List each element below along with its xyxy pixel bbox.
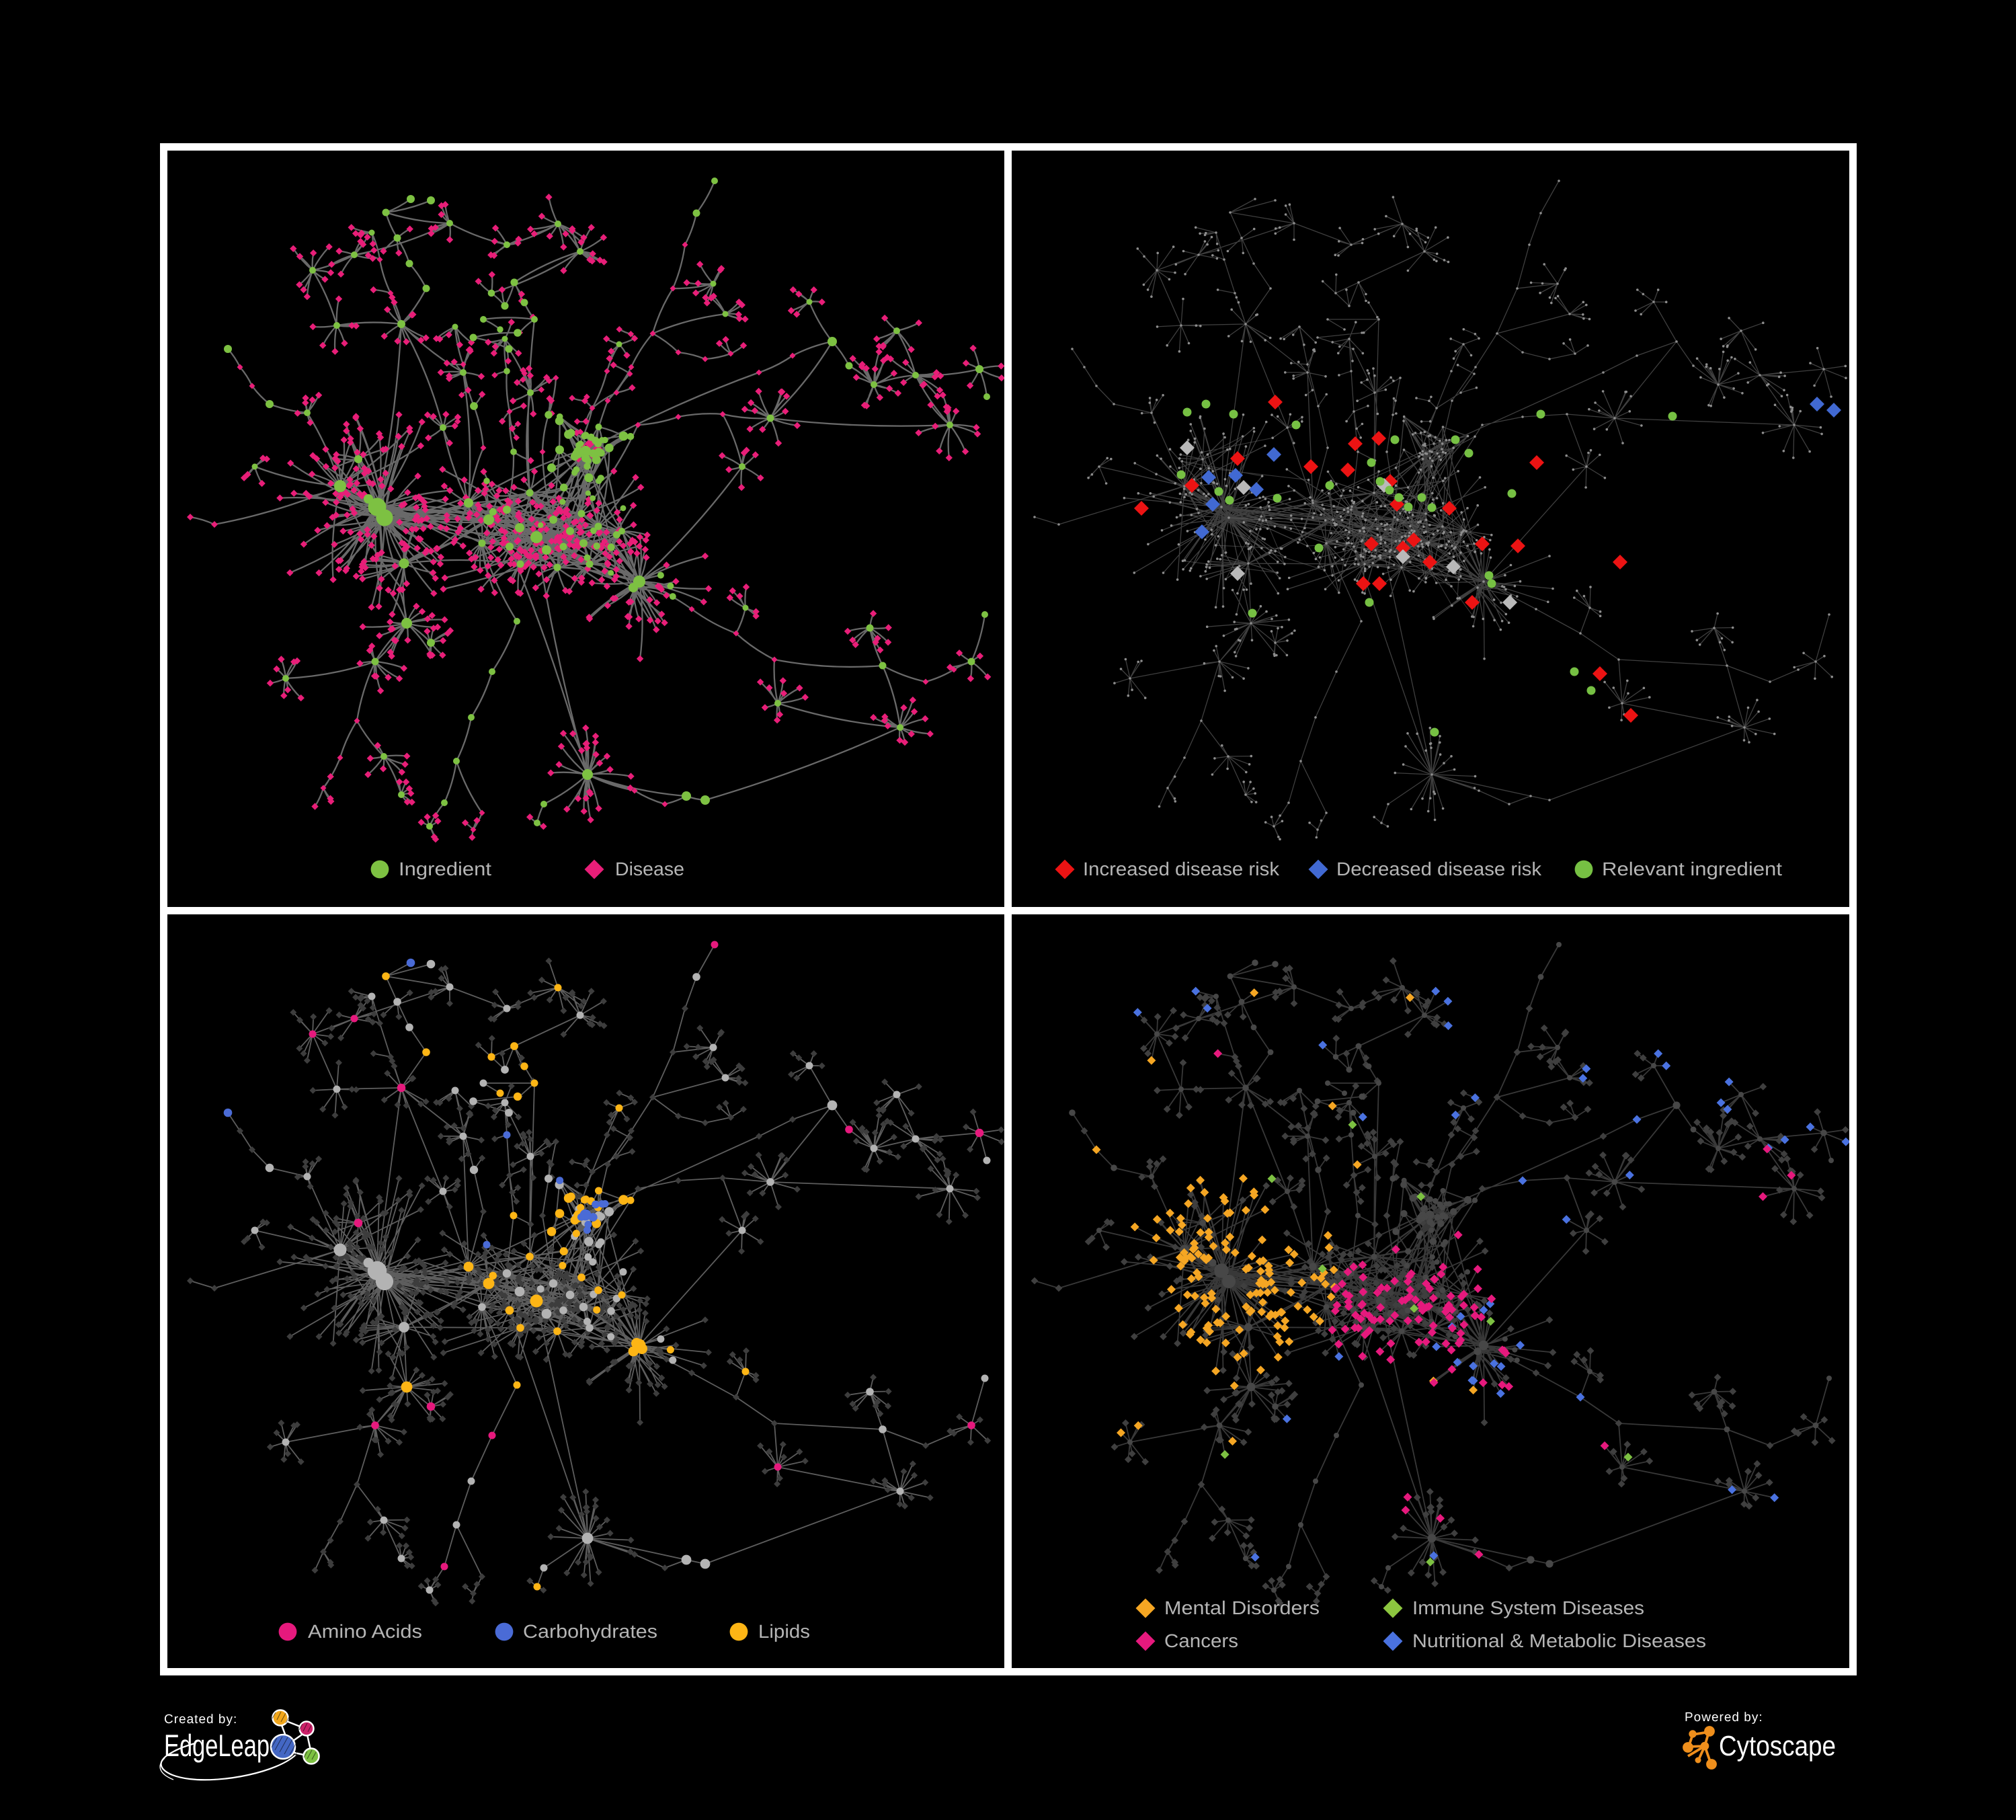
svg-text:Powered by:: Powered by: (1685, 1710, 1763, 1725)
svg-text:Carbohydrates: Carbohydrates (523, 1621, 657, 1642)
svg-text:Nutritional & Metabolic Diseas: Nutritional & Metabolic Diseases (1412, 1630, 1706, 1651)
svg-text:Decreased disease risk: Decreased disease risk (1336, 859, 1542, 879)
svg-text:Ingredient: Ingredient (399, 859, 491, 879)
svg-text:Amino Acids: Amino Acids (308, 1621, 422, 1642)
svg-text:Disease: Disease (615, 859, 684, 879)
svg-text:Lipids: Lipids (758, 1621, 810, 1642)
svg-text:EdgeLeap: EdgeLeap (164, 1728, 270, 1763)
svg-text:Cancers: Cancers (1164, 1630, 1238, 1651)
svg-text:Immune System Diseases: Immune System Diseases (1412, 1597, 1644, 1618)
svg-text:Increased disease risk: Increased disease risk (1083, 859, 1280, 879)
svg-text:Mental Disorders: Mental Disorders (1164, 1597, 1320, 1618)
svg-text:Relevant ingredient: Relevant ingredient (1602, 859, 1782, 879)
svg-text:Created by:: Created by: (164, 1712, 237, 1727)
svg-text:Cytoscape: Cytoscape (1719, 1730, 1836, 1762)
